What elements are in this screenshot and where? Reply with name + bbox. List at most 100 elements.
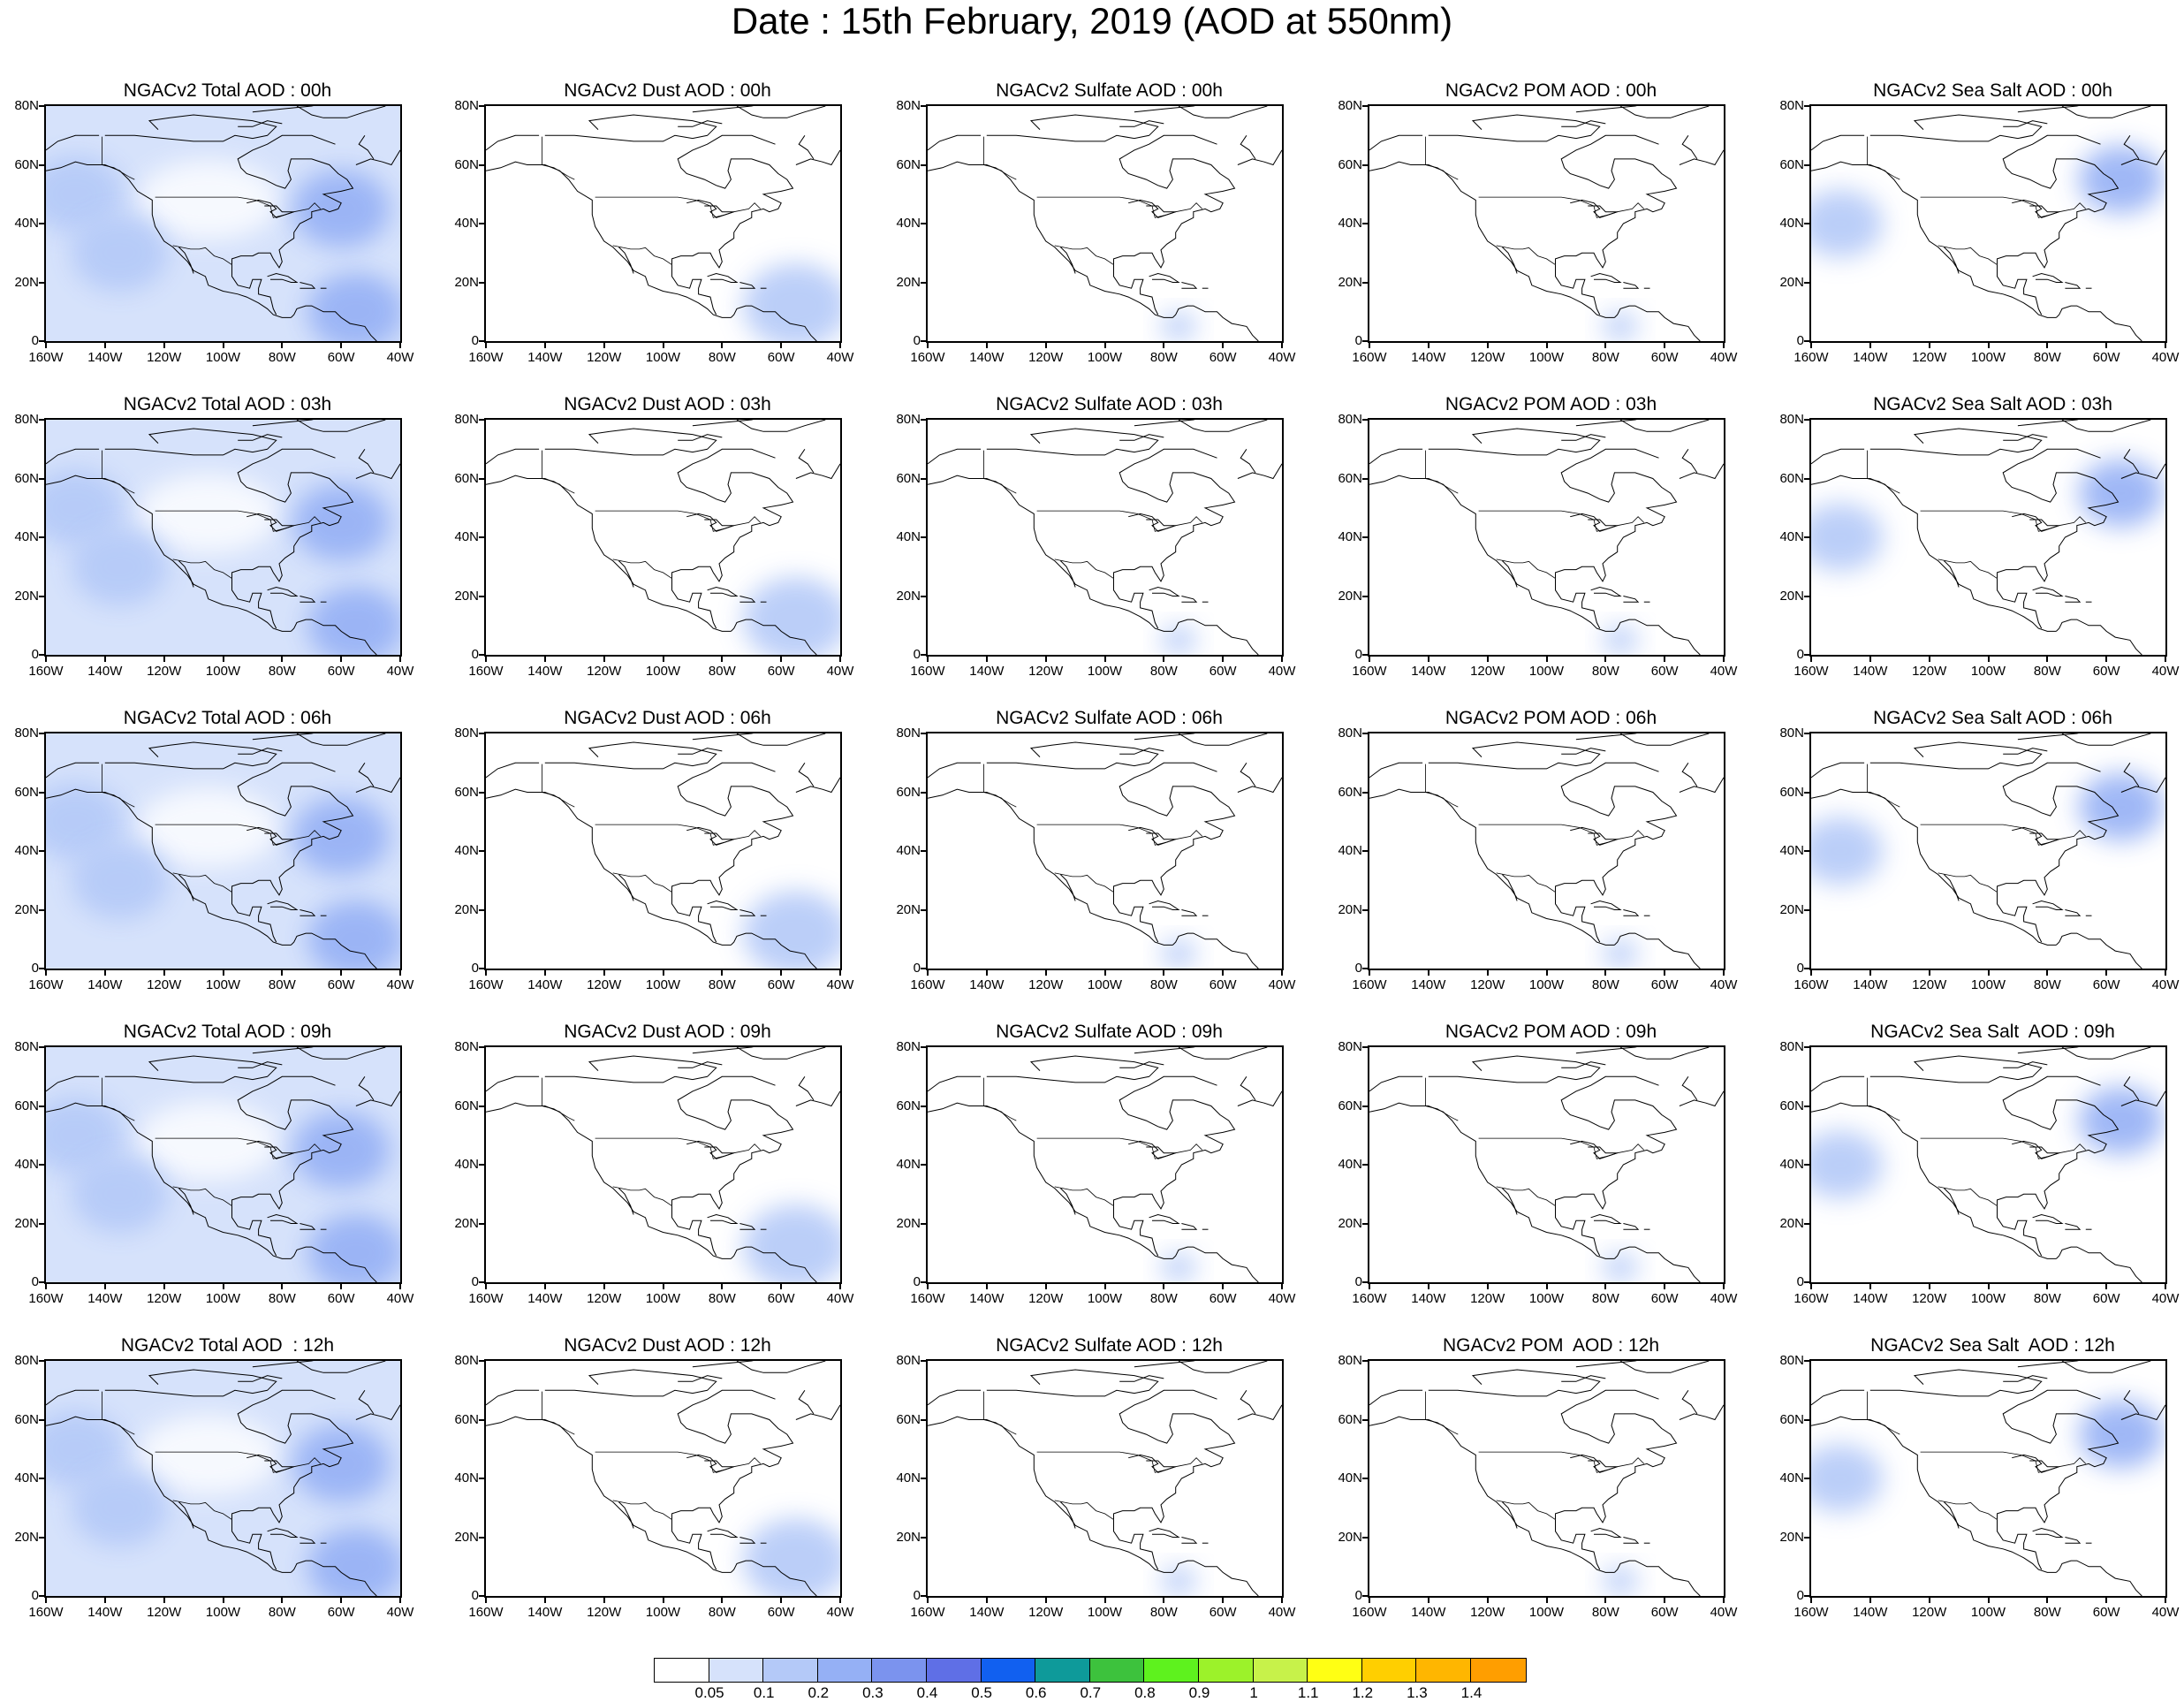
lon-tick-mark (222, 1284, 224, 1289)
lon-tick-label: 40W (826, 350, 854, 365)
lat-tick-mark (479, 340, 484, 342)
coastline (1555, 134, 1678, 269)
lat-tick-label: 80N (14, 1039, 39, 1054)
lat-tick-mark (921, 595, 926, 597)
colorbar-swatch (1416, 1659, 1471, 1682)
country-border (1920, 1451, 2087, 1473)
lat-tick-mark (921, 536, 926, 538)
lon-tick-label: 80W (2033, 977, 2061, 992)
coastline (1502, 1501, 1518, 1529)
coastline (1149, 1213, 1180, 1224)
coastline (1240, 449, 1256, 474)
lon-tick-label: 80W (1591, 664, 1619, 679)
lon-tick-label: 160W (1352, 664, 1387, 679)
coastline (798, 763, 815, 787)
lat-tick-mark (1362, 223, 1368, 224)
aod-plume (1811, 1444, 1884, 1513)
lon-tick-mark (1869, 657, 1871, 662)
coastline (2061, 733, 2151, 746)
coastline (2065, 1223, 2082, 1230)
lat-tick-mark (1362, 908, 1368, 911)
lon-tick-label: 120W (587, 350, 622, 365)
lat-tick-mark (921, 223, 926, 224)
lat-tick-mark (1804, 654, 1809, 656)
lat-tick-mark (1804, 1478, 1809, 1479)
map-panel-dust: NGACv2 Dust AOD : 00h 80N 60N 40N 20N 0 160W 14… (454, 78, 926, 391)
lon-tick-mark (399, 1284, 401, 1289)
lon-tick-label: 80W (268, 664, 296, 679)
lon-tick-label: 120W (1470, 664, 1505, 679)
lon-tick-label: 80W (1591, 1291, 1619, 1306)
coastline (2056, 1246, 2142, 1282)
lon-tick-label: 40W (1710, 1291, 1738, 1306)
lat-tick-mark (921, 477, 926, 480)
coastline (2065, 596, 2082, 603)
colorbar-swatch (872, 1659, 927, 1682)
coastline (692, 420, 754, 427)
lon-tick-mark (721, 1284, 724, 1289)
lat-tick-mark (479, 1418, 484, 1421)
aod-map (1811, 1361, 2165, 1596)
coastline (1128, 1454, 1176, 1473)
coastline (731, 305, 817, 341)
lon-tick-mark (2105, 1598, 2108, 1603)
lat-tick-mark (1804, 1281, 1809, 1283)
lon-tick-mark (543, 970, 546, 976)
lon-tick-mark (927, 343, 929, 348)
lat-tick-mark (479, 1360, 484, 1362)
aod-plume (46, 1409, 125, 1488)
coastline (1555, 1205, 1601, 1257)
coastline (1623, 1537, 1640, 1544)
coastline (928, 134, 982, 151)
lon-tick-mark (1723, 343, 1725, 348)
lon-tick-label: 120W (1028, 1291, 1064, 1306)
coastline (1997, 1519, 2043, 1570)
colorbar-swatch (1035, 1659, 1090, 1682)
map-plot-area (926, 1045, 1284, 1284)
coastline (1113, 578, 1159, 629)
lon-tick-label: 140W (527, 1605, 563, 1620)
coastline (671, 1389, 794, 1523)
lat-tick-label: 60N (1338, 470, 1362, 486)
lat-tick-label: 20N (454, 901, 479, 917)
lon-tick-label: 100W (645, 664, 681, 679)
country-border (1938, 558, 1998, 579)
lon-tick-mark (721, 1598, 724, 1603)
coastline (692, 1361, 754, 1368)
coastline (1575, 420, 1637, 427)
coastline (238, 120, 283, 127)
lat-tick-mark (479, 908, 484, 911)
lat-tick-label: 40N (454, 1470, 479, 1485)
coastline (246, 1140, 294, 1159)
panel-title: NGACv2 Sea Salt AOD : 06h (1873, 708, 2112, 728)
lon-tick-label: 60W (327, 977, 355, 992)
aod-plume (1811, 1130, 1884, 1199)
lon-tick-label: 120W (1028, 664, 1064, 679)
coastline (707, 1213, 739, 1224)
lon-tick-mark (1869, 343, 1871, 348)
aod-plume (307, 900, 400, 969)
coastline (986, 428, 1159, 456)
lat-tick-mark (921, 1105, 926, 1107)
coastline (1869, 114, 2043, 142)
coastline (1134, 1047, 1195, 1054)
lat-tick-mark (921, 1222, 926, 1225)
map-panel-seasalt: NGACv2 Sea Salt AOD : 09h 80N 60N 40N 20N 0 16… (1779, 1019, 2184, 1333)
country-border (595, 1137, 762, 1159)
panel-title: NGACv2 Sea Salt AOD : 12h (1870, 1335, 2115, 1356)
coastline (1119, 748, 1164, 755)
country-border (983, 1391, 1017, 1435)
map-plot-area (1809, 732, 2167, 970)
coastline (1590, 1213, 1622, 1224)
lon-tick-mark (927, 657, 929, 662)
coastline (2120, 1404, 2165, 1421)
lon-tick-mark (222, 657, 224, 662)
aod-plume (46, 155, 125, 233)
coastline (1944, 247, 1960, 274)
lat-tick-mark (39, 1164, 44, 1166)
panel-title: NGACv2 POM AOD : 09h (1445, 1022, 1657, 1042)
lat-tick-label: 0 (1354, 1588, 1362, 1603)
coastline (486, 1102, 732, 1259)
coastline (678, 120, 723, 127)
lon-tick-label: 80W (268, 1605, 296, 1620)
